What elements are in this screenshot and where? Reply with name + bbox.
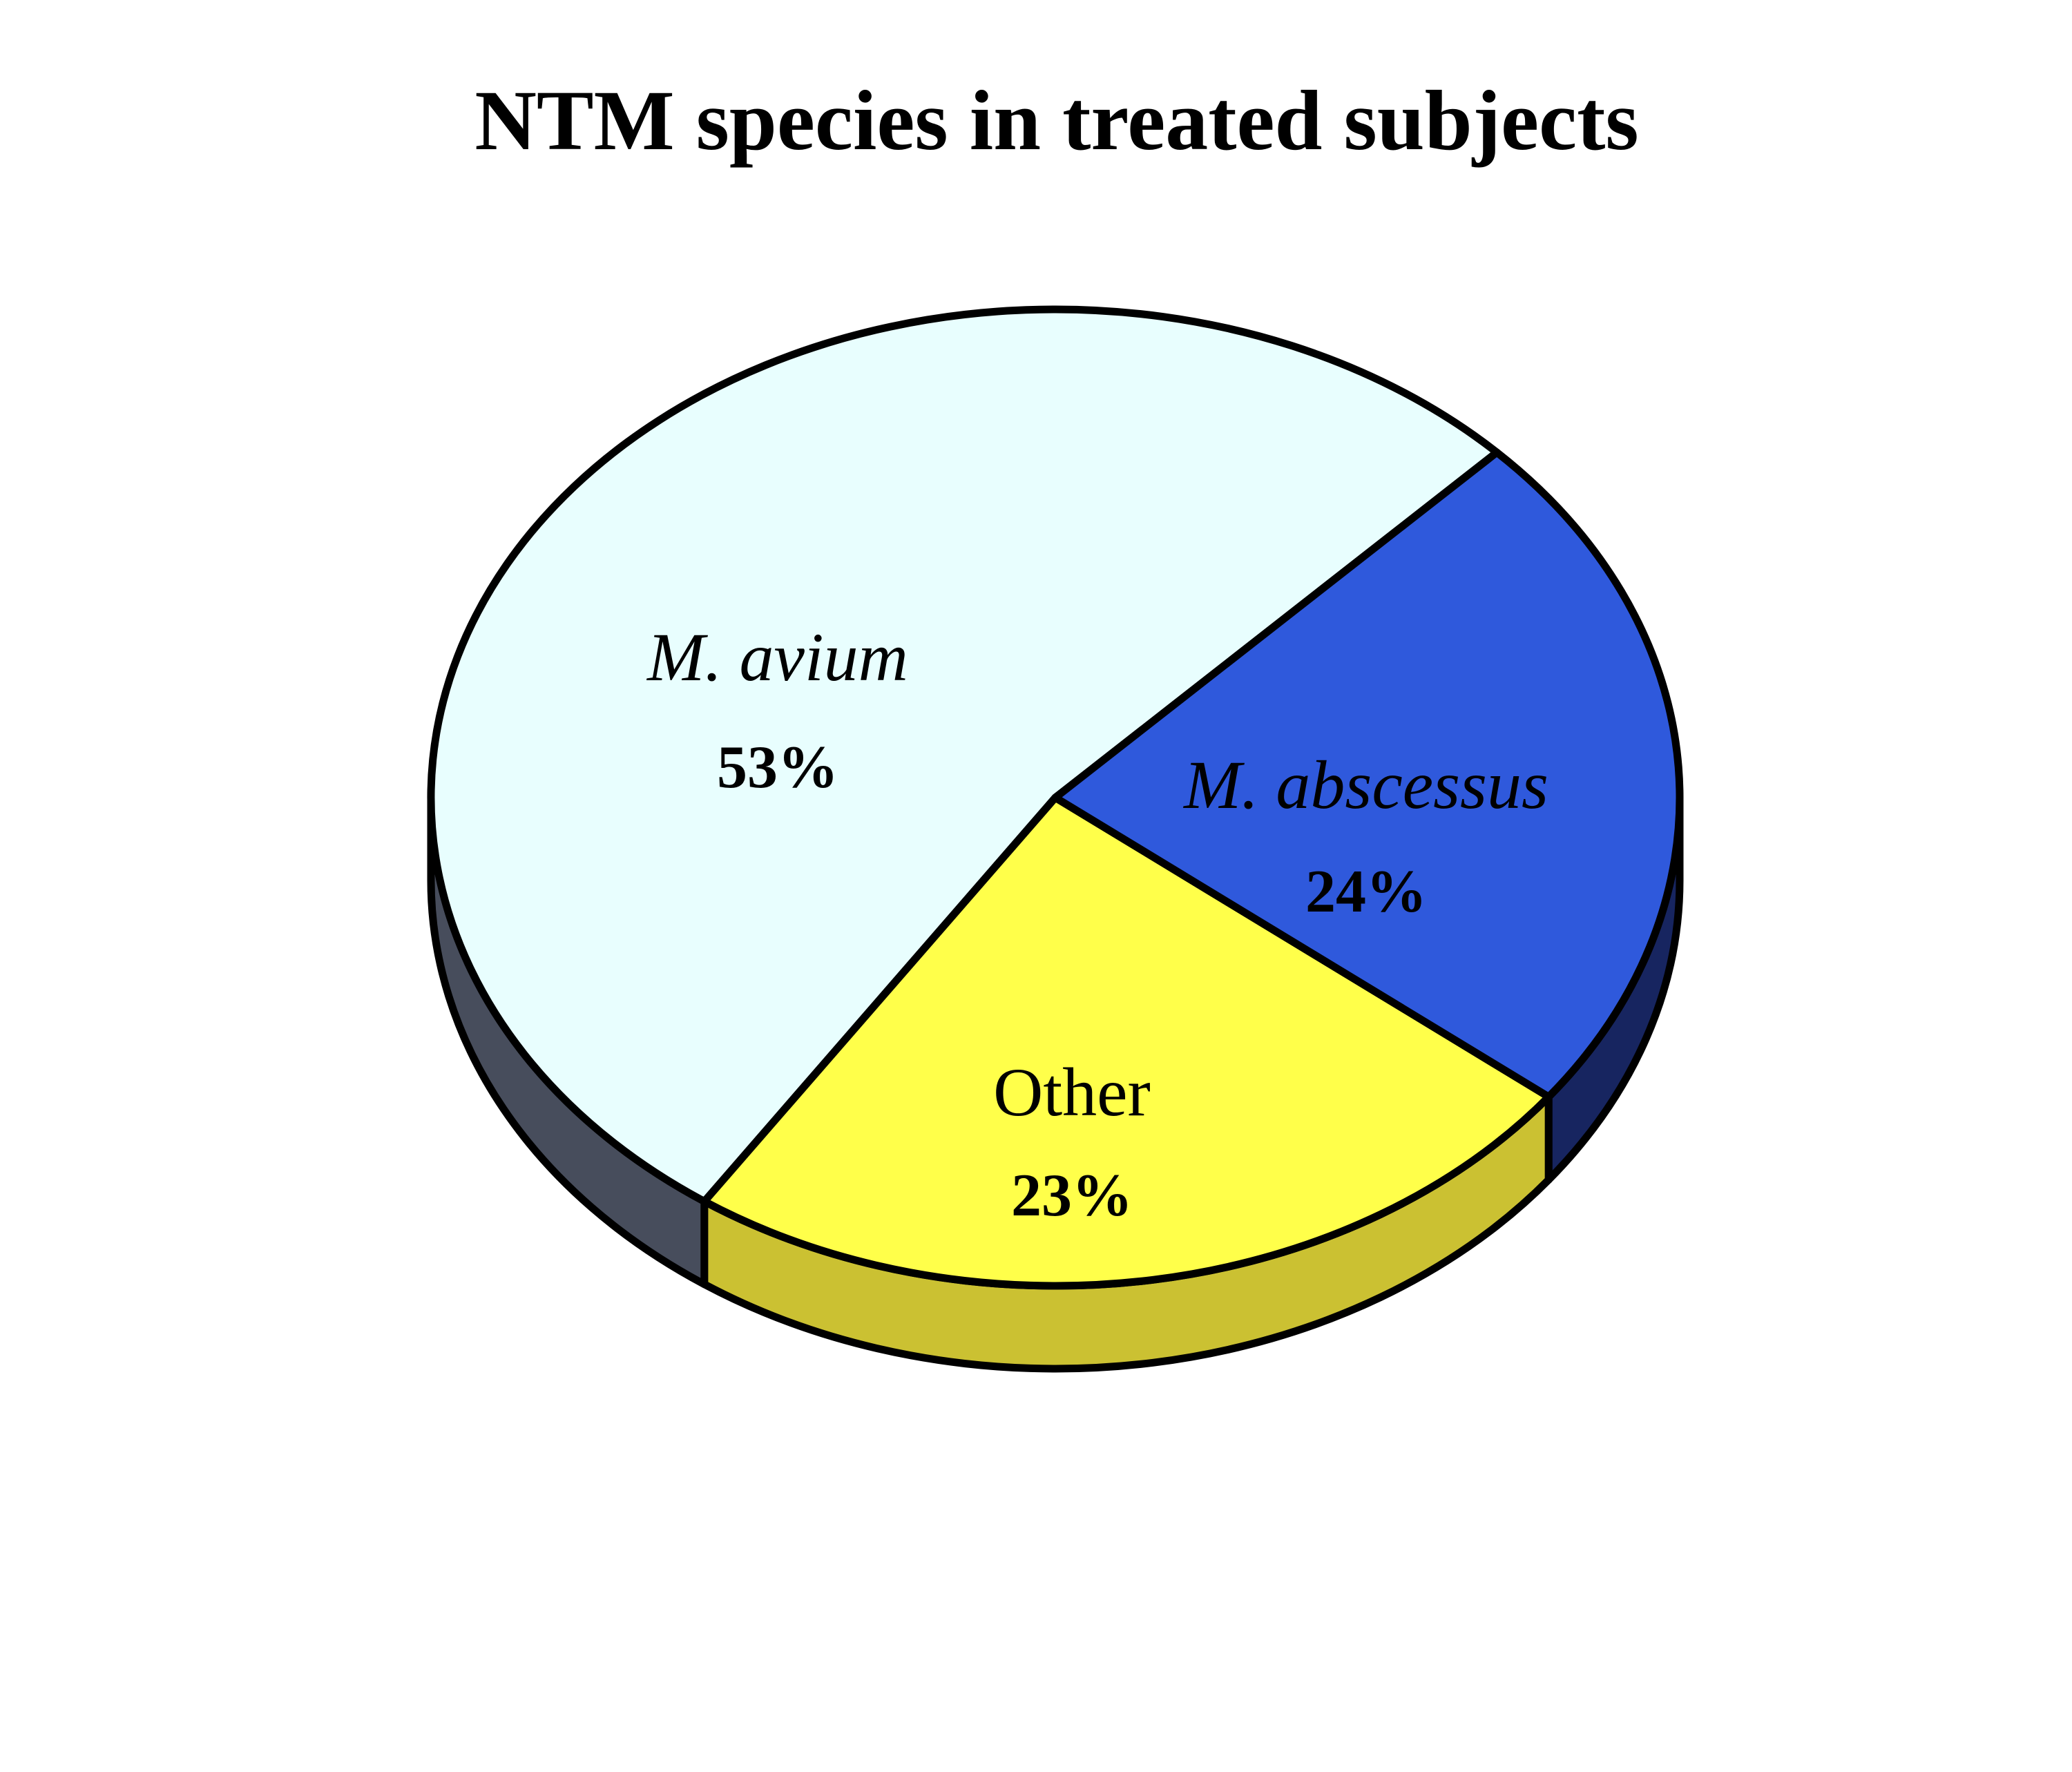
slice-value-m-avium: 53% bbox=[717, 734, 838, 801]
slice-label-m-abscessus: M. abscessus bbox=[1182, 747, 1548, 823]
slice-m-avium bbox=[427, 305, 1501, 1206]
slice-value-other: 23% bbox=[1011, 1162, 1133, 1229]
slice-value-m-abscessus: 24% bbox=[1305, 858, 1427, 925]
chart-title: NTM species in treated subjects bbox=[474, 73, 1638, 168]
slice-m-abscessus bbox=[700, 793, 1553, 1290]
slice-other bbox=[1051, 448, 1684, 1101]
pie-labels: M. avium 53% M. abscessus 24% Other 23% bbox=[646, 619, 1548, 1229]
slice-label-other: Other bbox=[993, 1054, 1151, 1130]
pie-top-faces bbox=[427, 305, 1684, 1290]
slice-label-m-avium: M. avium bbox=[646, 619, 908, 695]
